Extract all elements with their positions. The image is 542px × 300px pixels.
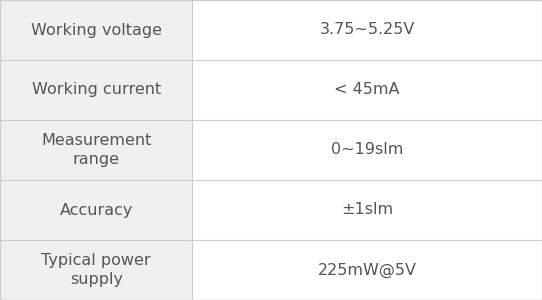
Text: Measurement
range: Measurement range: [41, 133, 151, 167]
Bar: [192, 120, 542, 180]
Bar: [0, 0, 192, 60]
Bar: [192, 60, 542, 120]
Text: < 45mA: < 45mA: [334, 82, 400, 98]
Bar: [0, 120, 192, 180]
Text: Accuracy: Accuracy: [60, 202, 133, 217]
Bar: [192, 180, 542, 240]
Text: 225mW@5V: 225mW@5V: [318, 262, 417, 278]
Text: Typical power
supply: Typical power supply: [41, 253, 151, 287]
Text: ±1slm: ±1slm: [341, 202, 393, 217]
Bar: [0, 240, 192, 300]
Text: 3.75~5.25V: 3.75~5.25V: [320, 22, 415, 38]
Text: Working current: Working current: [31, 82, 161, 98]
Bar: [192, 0, 542, 60]
Bar: [0, 180, 192, 240]
Bar: [192, 240, 542, 300]
Text: Working voltage: Working voltage: [31, 22, 162, 38]
Bar: [0, 60, 192, 120]
Text: 0~19slm: 0~19slm: [331, 142, 403, 158]
